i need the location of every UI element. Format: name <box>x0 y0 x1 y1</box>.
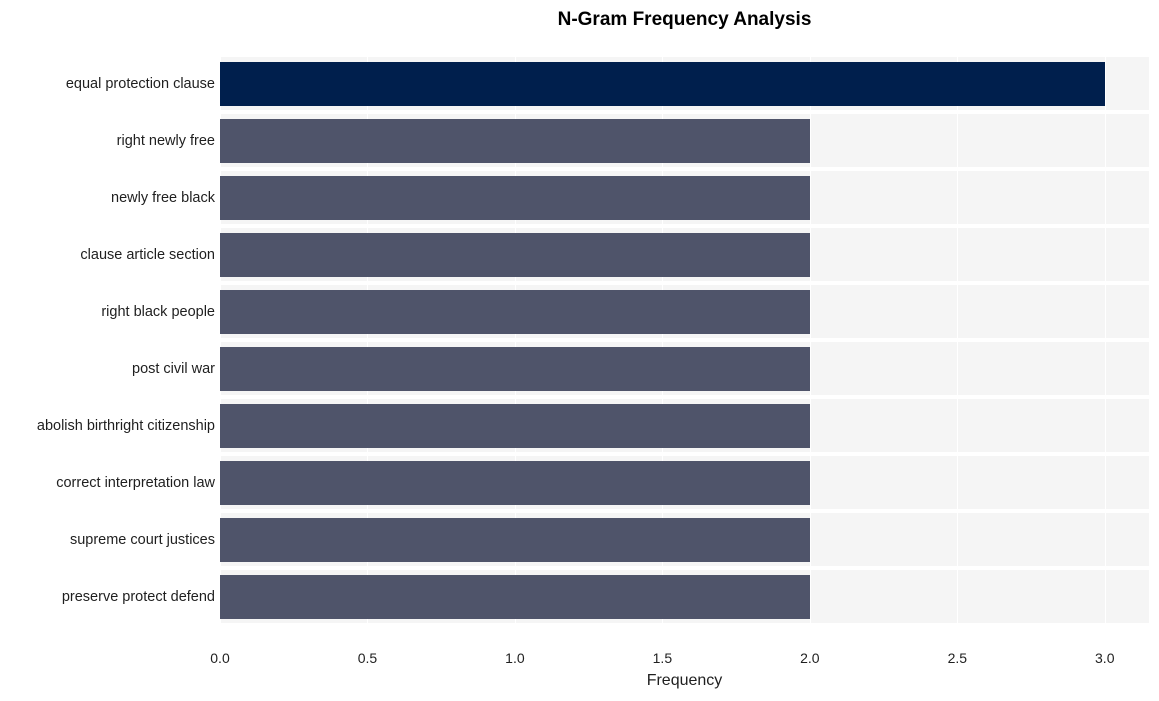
y-tick-label: newly free black <box>5 191 215 206</box>
y-tick-label: abolish birthright citizenship <box>5 419 215 434</box>
x-tick-label: 1.0 <box>495 650 535 666</box>
bar <box>220 233 810 277</box>
y-tick-label: correct interpretation law <box>5 476 215 491</box>
x-axis-label: Frequency <box>220 672 1149 690</box>
bar <box>220 176 810 220</box>
bar <box>220 461 810 505</box>
y-tick-label: equal protection clause <box>5 77 215 92</box>
bar <box>220 518 810 562</box>
x-tick-label: 2.5 <box>937 650 977 666</box>
bar <box>220 575 810 619</box>
y-tick-label: clause article section <box>5 248 215 263</box>
bar <box>220 62 1105 106</box>
chart-title: N-Gram Frequency Analysis <box>220 9 1149 31</box>
grid-line <box>1105 35 1106 645</box>
bar <box>220 347 810 391</box>
grid-line <box>957 35 958 645</box>
x-tick-label: 2.0 <box>790 650 830 666</box>
y-tick-label: right newly free <box>5 134 215 149</box>
bar <box>220 290 810 334</box>
plot-area <box>220 35 1149 645</box>
bar <box>220 404 810 448</box>
x-tick-label: 0.5 <box>347 650 387 666</box>
y-tick-label: post civil war <box>5 362 215 377</box>
x-tick-label: 3.0 <box>1085 650 1125 666</box>
y-tick-label: right black people <box>5 305 215 320</box>
bar <box>220 119 810 163</box>
ngram-chart: N-Gram Frequency Analysis Frequency equa… <box>0 0 1159 701</box>
grid-line <box>810 35 811 645</box>
y-tick-label: supreme court justices <box>5 533 215 548</box>
y-tick-label: preserve protect defend <box>5 590 215 605</box>
x-tick-label: 1.5 <box>642 650 682 666</box>
x-tick-label: 0.0 <box>200 650 240 666</box>
